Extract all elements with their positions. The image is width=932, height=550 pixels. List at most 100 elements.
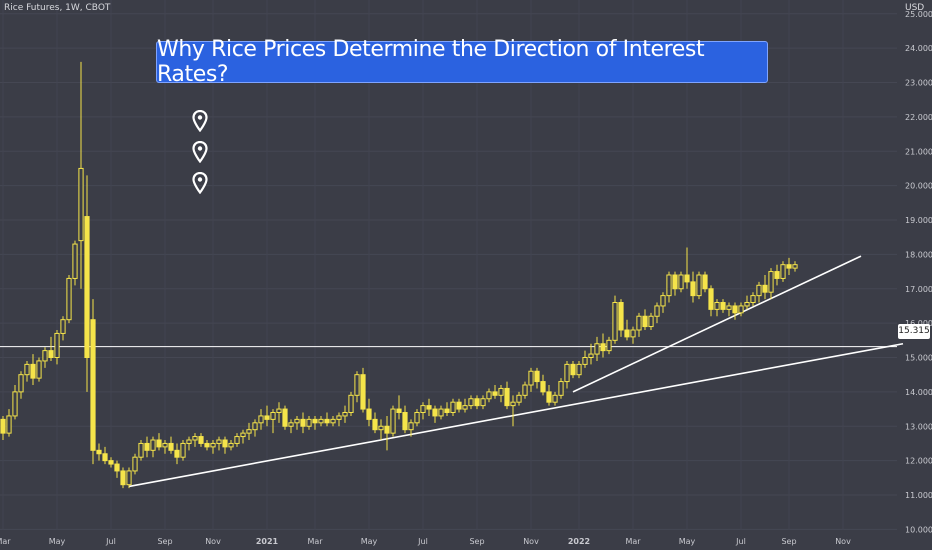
candle: [12, 385, 18, 420]
x-tick-label: Jul: [735, 537, 746, 546]
candle: [744, 295, 750, 310]
candle-body-up: [498, 387, 504, 396]
candle: [396, 395, 402, 420]
candle-body-up: [528, 370, 534, 386]
currency-label: USD: [905, 3, 925, 13]
candle: [624, 319, 630, 341]
candle: [402, 405, 408, 434]
map-pin-icon: [192, 110, 208, 132]
candle: [666, 271, 672, 303]
candle: [216, 436, 222, 451]
candle: [534, 367, 540, 389]
candle: [234, 433, 240, 447]
candle: [126, 467, 132, 489]
candle-body-up: [294, 418, 300, 424]
candle-body-up: [552, 394, 558, 403]
candle-body-up: [408, 422, 414, 431]
candle-body-up: [234, 436, 240, 444]
candle-body-up: [306, 418, 312, 427]
candle: [78, 61, 84, 289]
x-tick-label: Mar: [0, 537, 11, 546]
candle: [648, 312, 654, 330]
candle-body-up: [450, 401, 456, 413]
candle: [198, 433, 204, 447]
candle-body-up: [162, 442, 168, 448]
x-tick-label: May: [679, 537, 696, 546]
candle: [762, 275, 768, 300]
candle-body-down: [534, 370, 540, 383]
candle: [510, 395, 516, 427]
x-tick-label: Sep: [157, 537, 172, 546]
map-pin-icon: [192, 141, 208, 163]
candle-body-down: [360, 374, 366, 410]
candle-body-up: [636, 315, 642, 331]
candle: [54, 330, 60, 365]
x-tick-label: Sep: [781, 537, 796, 546]
candle-body-up: [6, 415, 12, 434]
candle: [270, 409, 276, 434]
candle: [60, 316, 66, 341]
candle-body-down: [762, 284, 768, 293]
candle-body-up: [42, 350, 48, 362]
candle: [654, 302, 660, 324]
y-tick-label: 20.000: [905, 182, 932, 191]
candle-body-down: [168, 442, 174, 451]
x-tick-label: May: [361, 537, 378, 546]
trendlines: [128, 255, 904, 488]
candle-body-up: [744, 302, 750, 307]
candle-body-up: [756, 284, 762, 297]
candle-body-up: [354, 374, 360, 396]
candle-body-down: [474, 398, 480, 407]
candle: [360, 367, 366, 413]
candle: [36, 357, 42, 382]
candle: [600, 333, 606, 358]
x-tick-label: Mar: [625, 537, 641, 546]
trendline: [128, 342, 904, 488]
candle-body-up: [270, 412, 276, 420]
candle: [228, 440, 234, 451]
candle-body-up: [654, 305, 660, 317]
candle: [642, 309, 648, 330]
candle-body-up: [612, 302, 618, 341]
candle: [390, 405, 396, 437]
candle-body-up: [348, 394, 354, 413]
candle-body-down: [600, 343, 606, 352]
y-tick-label: 23.000: [905, 79, 932, 88]
candle-body-up: [558, 381, 564, 396]
candle: [306, 415, 312, 430]
y-tick-label: 24.000: [905, 44, 932, 53]
candle-body-up: [468, 398, 474, 407]
candle: [444, 402, 450, 416]
candle: [786, 257, 792, 275]
candle-body-up: [462, 405, 468, 410]
candle-body-down: [174, 449, 180, 458]
candle-body-down: [540, 381, 546, 393]
candle: [462, 398, 468, 413]
candle-body-up: [258, 415, 264, 424]
candle: [240, 429, 246, 444]
candle: [120, 467, 126, 489]
candle-body-up: [588, 353, 594, 358]
candle-body-up: [138, 442, 144, 458]
candle-body-down: [90, 319, 96, 451]
candle: [594, 336, 600, 361]
candle: [432, 405, 438, 423]
candle: [450, 398, 456, 416]
candle: [102, 446, 108, 465]
candle: [504, 381, 510, 410]
candle-body-down: [300, 418, 306, 427]
candle: [420, 402, 426, 420]
candle-body-up: [714, 302, 720, 310]
candle: [30, 354, 36, 385]
candle-body-up: [72, 243, 78, 279]
candle-body-up: [60, 319, 66, 334]
candle-body-up: [750, 295, 756, 303]
candle-body-down: [102, 453, 108, 462]
symbol-header: Rice Futures, 1W, CBOT: [4, 3, 111, 13]
candle-body-up: [66, 277, 72, 321]
candle-body-up: [240, 432, 246, 438]
x-axis: Mar May Jul Sep Nov 2021 Mar May Jul Sep Nov 2022 Ma…: [0, 537, 851, 546]
candle: [498, 385, 504, 403]
candle-body-up: [738, 305, 744, 314]
